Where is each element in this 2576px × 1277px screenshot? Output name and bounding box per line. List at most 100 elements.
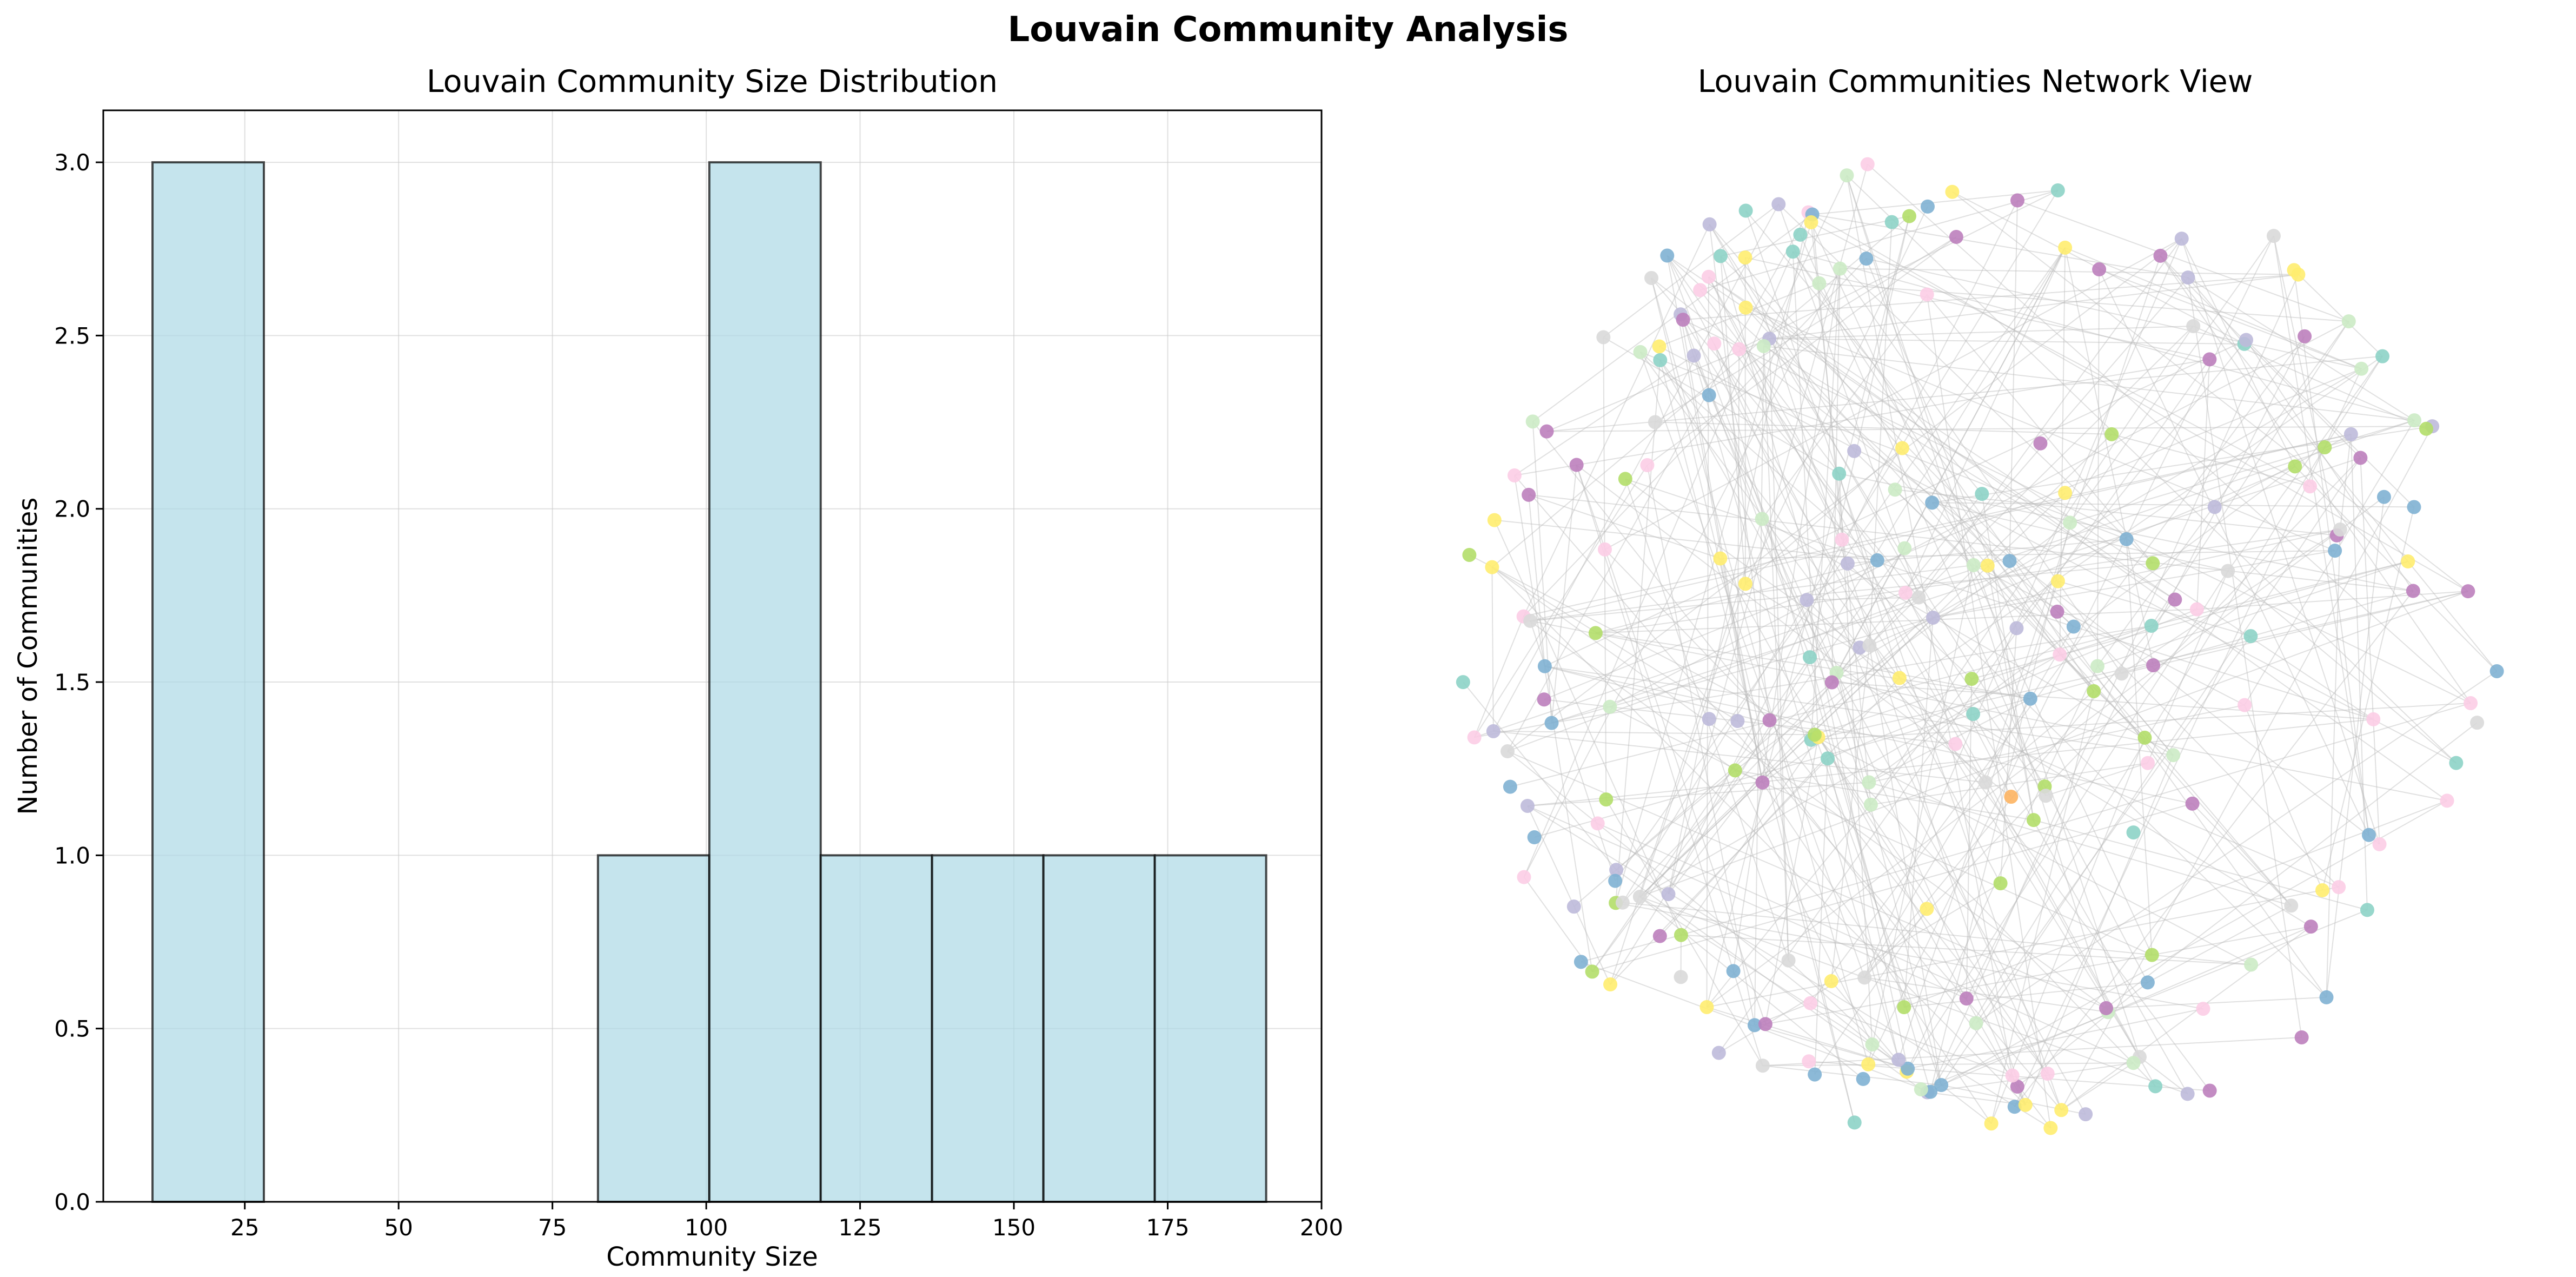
network-edge bbox=[1792, 251, 2415, 421]
network-edge bbox=[1523, 258, 1867, 617]
network-edges bbox=[1463, 163, 2498, 1129]
network-edge bbox=[1734, 770, 1873, 1045]
network-edge bbox=[1906, 666, 2098, 1072]
network-edge bbox=[2360, 458, 2380, 844]
network-edge bbox=[1810, 336, 2305, 1004]
network-edge bbox=[1668, 164, 1868, 895]
network-node bbox=[2354, 361, 2369, 376]
network-edge bbox=[2244, 420, 2415, 706]
network-edge bbox=[2196, 591, 2468, 610]
network-edge bbox=[1769, 326, 2194, 340]
network-node bbox=[2239, 333, 2254, 347]
network-node bbox=[2050, 183, 2065, 197]
network-node bbox=[2168, 592, 2182, 607]
network-edge bbox=[1491, 566, 2107, 1009]
network-node bbox=[1920, 199, 1935, 214]
network-node bbox=[1603, 699, 1617, 714]
network-node bbox=[2243, 629, 2258, 644]
network-edge bbox=[1655, 421, 2112, 435]
network-edge bbox=[1530, 564, 1974, 621]
network-edge bbox=[1604, 549, 1770, 721]
network-node bbox=[2054, 1103, 2069, 1117]
network-edge bbox=[1971, 561, 2408, 680]
network-edge bbox=[1735, 770, 2034, 821]
network-node bbox=[1603, 977, 1618, 992]
network-node bbox=[1911, 590, 1926, 605]
network-node bbox=[1856, 1071, 1870, 1086]
network-node bbox=[2328, 544, 2342, 558]
network-edge bbox=[1706, 216, 1910, 1008]
network-node bbox=[1615, 895, 1630, 910]
network-node bbox=[1590, 816, 1605, 831]
network-node bbox=[1632, 889, 1647, 904]
network-edge bbox=[1831, 247, 2066, 683]
network-edge bbox=[1792, 251, 2061, 655]
network-edge bbox=[1745, 447, 1903, 585]
network-edge bbox=[1667, 255, 1763, 783]
network-node bbox=[2186, 319, 2201, 334]
network-edge bbox=[1719, 558, 1763, 783]
network-edge bbox=[1869, 222, 1893, 646]
network-node bbox=[1895, 441, 1909, 455]
network-edge bbox=[1809, 216, 1910, 658]
network-node bbox=[1653, 353, 1668, 367]
network-edge bbox=[1836, 247, 2066, 673]
network-edge bbox=[1595, 632, 2030, 699]
network-edge bbox=[1707, 886, 2339, 1008]
network-node bbox=[1755, 1058, 1770, 1073]
network-edge bbox=[2273, 235, 2369, 835]
network-edge bbox=[2121, 529, 2341, 674]
network-edge bbox=[1544, 368, 2362, 700]
network-node bbox=[1599, 792, 1614, 807]
network-edge bbox=[2181, 238, 2296, 467]
network-edge bbox=[1817, 737, 1928, 909]
network-edge bbox=[2069, 235, 2274, 523]
network-node bbox=[1755, 775, 1770, 790]
network-edge bbox=[1905, 592, 2012, 797]
network-edge bbox=[1493, 730, 1815, 736]
network-edge bbox=[1610, 247, 2066, 985]
network-node bbox=[1711, 1046, 1726, 1060]
network-edge bbox=[1738, 190, 2059, 350]
network-node bbox=[2407, 500, 2421, 514]
network-edge bbox=[1706, 496, 2385, 1008]
network-edge bbox=[1930, 447, 2326, 1093]
network-edge bbox=[1706, 339, 2247, 1008]
network-node bbox=[1609, 863, 1624, 877]
network-edge bbox=[2073, 626, 2374, 720]
network-node bbox=[2353, 451, 2368, 465]
network-edge bbox=[1659, 282, 1820, 347]
network-node bbox=[1785, 244, 1800, 259]
network-node bbox=[1926, 611, 1940, 625]
network-node bbox=[1793, 227, 1808, 242]
network-node bbox=[1897, 1000, 1911, 1015]
network-edge bbox=[1667, 255, 2047, 796]
network-node bbox=[1687, 348, 1701, 363]
network-edge bbox=[1616, 770, 1736, 871]
network-edge bbox=[2187, 277, 2245, 345]
network-node bbox=[1525, 414, 1540, 429]
network-node bbox=[2303, 919, 2318, 934]
network-edge bbox=[1840, 268, 2122, 674]
network-edge bbox=[1639, 617, 1934, 897]
y-tick-label: 1.0 bbox=[54, 842, 90, 869]
network-node bbox=[2079, 1107, 2093, 1122]
network-node bbox=[1892, 671, 1907, 685]
network-edge bbox=[1812, 214, 2188, 279]
network-edge bbox=[1788, 960, 1907, 1073]
network-edge bbox=[2244, 705, 2323, 891]
network-edge bbox=[2099, 269, 2362, 369]
network-edge bbox=[1895, 489, 2337, 536]
network-edge bbox=[1745, 210, 1983, 494]
network-node bbox=[2090, 659, 2105, 673]
network-edge bbox=[1745, 206, 1928, 584]
network-edge bbox=[1933, 529, 2341, 619]
network-edge bbox=[1681, 934, 2252, 965]
network-edge bbox=[1738, 349, 2156, 1087]
x-tick-label: 75 bbox=[538, 1214, 567, 1241]
network-edge bbox=[1836, 672, 2339, 888]
network-node bbox=[1676, 313, 1690, 327]
network-node bbox=[1527, 830, 1542, 845]
network-edge bbox=[1546, 355, 2383, 432]
network-edge bbox=[1546, 338, 1770, 432]
